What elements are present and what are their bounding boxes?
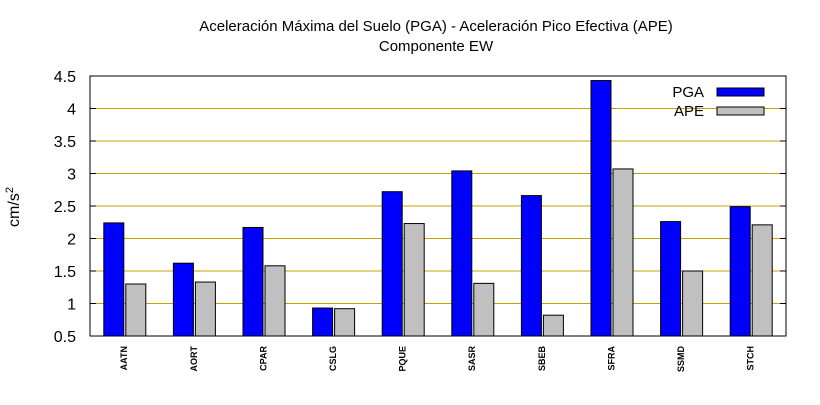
legend: PGA APE xyxy=(672,84,765,120)
x-axis-ticks: AATN AORT CPAR CSLG PQUE SASR SBEB SFRA SSMD STCH xyxy=(119,346,755,373)
bar-ape xyxy=(194,281,216,337)
x-tick-label: SFRA xyxy=(606,346,616,371)
y-tick-label: 2.5 xyxy=(54,199,76,216)
y-tick-label: 1.5 xyxy=(54,264,76,281)
x-tick-label: CPAR xyxy=(258,346,268,371)
bar-ape xyxy=(473,282,495,337)
bar-pga xyxy=(590,80,612,337)
bar-pga xyxy=(451,170,473,337)
x-tick-label: AORT xyxy=(189,346,199,372)
y-axis-label-text: cm/s xyxy=(6,193,23,227)
bar-pga xyxy=(312,307,334,337)
y-tick-label: 2 xyxy=(67,232,76,249)
legend-swatch-pga xyxy=(716,87,765,97)
bar-ape xyxy=(264,265,286,337)
x-tick-label: SASR xyxy=(467,346,477,372)
bar-pga xyxy=(729,206,751,337)
bar-ape xyxy=(612,168,634,337)
bar-ape xyxy=(751,224,773,337)
grid xyxy=(90,108,786,304)
bar-ape xyxy=(542,314,564,337)
x-tick-label: SSMD xyxy=(676,346,686,373)
y-tick-label: 0.5 xyxy=(54,329,76,346)
x-tick-label: AATN xyxy=(119,346,129,370)
y-tick-label: 4 xyxy=(67,102,76,119)
y-axis-ticks: 0.5 1 1.5 2 2.5 3 3.5 4 4.5 xyxy=(54,69,786,346)
bar-pga xyxy=(242,226,264,337)
y-tick-label: 3 xyxy=(67,167,76,184)
x-tick-label: STCH xyxy=(746,346,756,371)
y-axis-label: cm/s2 xyxy=(4,187,23,227)
legend-swatch-ape xyxy=(716,106,765,116)
bar-ape xyxy=(125,283,147,337)
bars xyxy=(103,80,773,337)
bar-pga xyxy=(520,195,542,337)
bar-ape xyxy=(334,308,356,337)
y-tick-label: 4.5 xyxy=(54,69,76,86)
y-tick-label: 3.5 xyxy=(54,134,76,151)
bar-ape xyxy=(403,223,425,337)
chart-title: Aceleración Máxima del Suelo (PGA) - Ace… xyxy=(199,18,673,35)
chart-subtitle: Componente EW xyxy=(379,38,494,55)
legend-label-ape: APE xyxy=(674,103,704,120)
bar-pga xyxy=(660,221,682,337)
bar-pga xyxy=(381,191,403,337)
bar-ape xyxy=(682,270,704,337)
x-tick-label: PQUE xyxy=(398,346,408,372)
y-axis-label-superscript: 2 xyxy=(4,187,16,193)
x-tick-label: CSLG xyxy=(328,346,338,371)
bar-pga xyxy=(103,222,125,337)
y-tick-label: 1 xyxy=(67,297,76,314)
bar-pga xyxy=(172,262,194,337)
legend-label-pga: PGA xyxy=(672,84,704,101)
x-tick-label: SBEB xyxy=(537,346,547,372)
